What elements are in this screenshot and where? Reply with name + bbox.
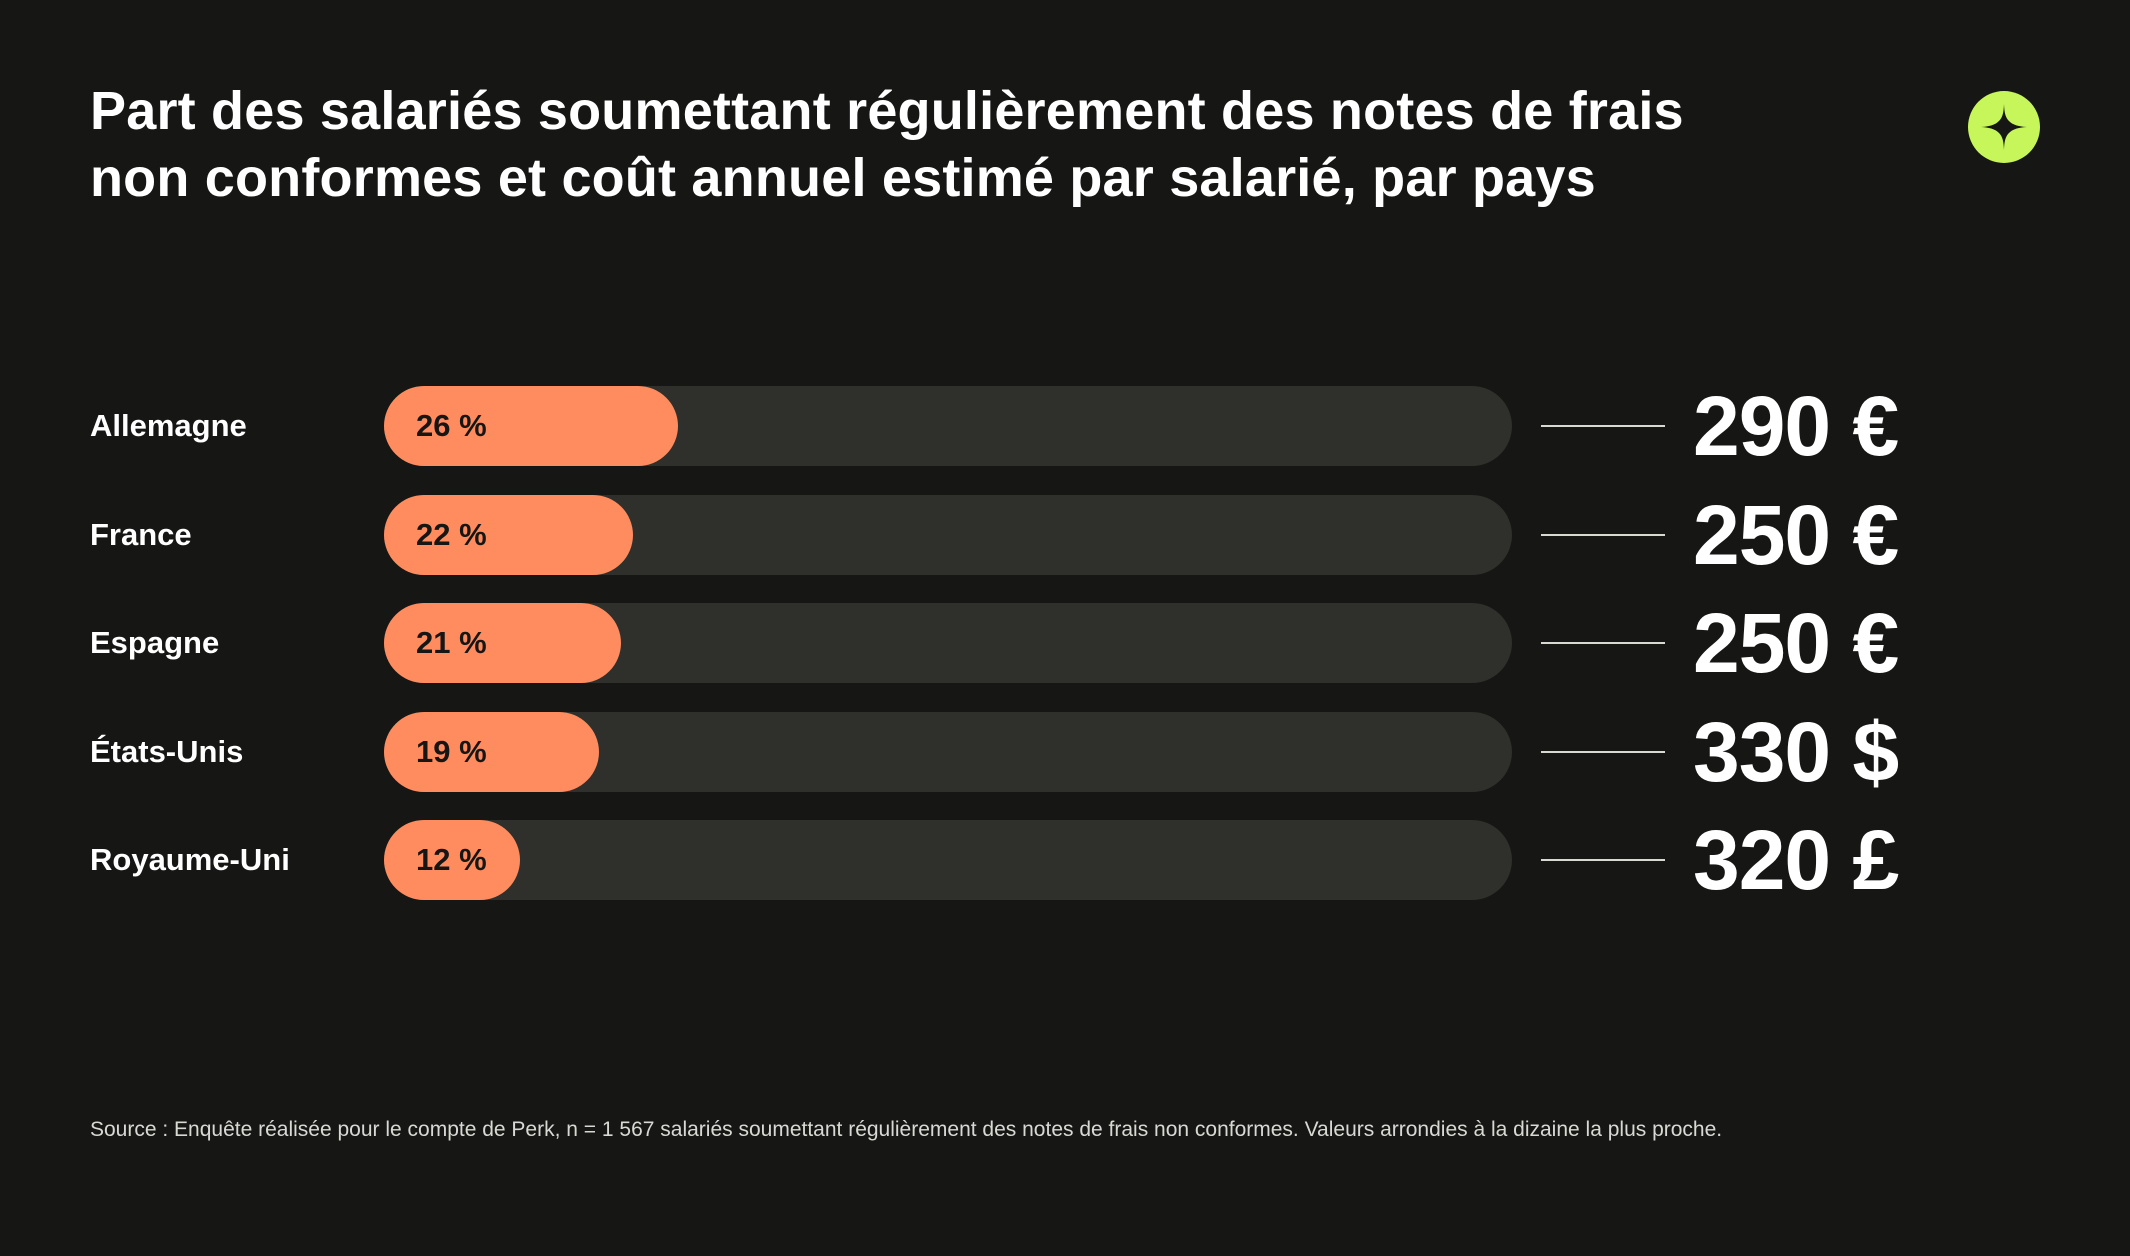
bar-track: 19 % <box>384 712 1512 792</box>
bar-value-label: 21 % <box>416 625 487 660</box>
bar-row: Espagne 21 % 250 € <box>0 596 2130 690</box>
bar-track: 22 % <box>384 495 1512 575</box>
connector-line <box>1541 642 1665 644</box>
connector-line <box>1541 751 1665 753</box>
annual-cost-label: 290 € <box>1693 379 1899 473</box>
bar-fill: 26 % <box>384 386 678 466</box>
plus-sparkle-icon <box>1968 91 2040 163</box>
bar-track: 21 % <box>384 603 1512 683</box>
connector-line <box>1541 534 1665 536</box>
bar-row: Allemagne 26 % 290 € <box>0 379 2130 473</box>
annual-cost-label: 330 $ <box>1693 705 1899 799</box>
country-label: France <box>90 517 192 552</box>
country-label: Allemagne <box>90 408 247 443</box>
bar-value-label: 12 % <box>416 842 487 877</box>
connector-line <box>1541 859 1665 861</box>
connector-line <box>1541 425 1665 427</box>
country-label: Espagne <box>90 625 220 660</box>
bar-fill: 12 % <box>384 820 520 900</box>
country-label: États-Unis <box>90 734 244 769</box>
annual-cost-label: 250 € <box>1693 596 1899 690</box>
bar-fill: 19 % <box>384 712 599 792</box>
bar-row: États-Unis 19 % 330 $ <box>0 705 2130 799</box>
bar-track: 12 % <box>384 820 1512 900</box>
country-label: Royaume-Uni <box>90 842 290 877</box>
source-note: Source : Enquête réalisée pour le compte… <box>90 1118 1723 1141</box>
bar-value-label: 19 % <box>416 734 487 769</box>
chart-title: Part des salariés soumettant régulièreme… <box>90 81 1684 208</box>
bar-value-label: 26 % <box>416 408 487 443</box>
annual-cost-label: 250 € <box>1693 488 1899 582</box>
bar-fill: 21 % <box>384 603 621 683</box>
bar-value-label: 22 % <box>416 517 487 552</box>
bar-fill: 22 % <box>384 495 633 575</box>
bar-track: 26 % <box>384 386 1512 466</box>
annual-cost-label: 320 £ <box>1693 813 1899 907</box>
bar-row: Royaume-Uni 12 % 320 £ <box>0 813 2130 907</box>
bar-row: France 22 % 250 € <box>0 488 2130 582</box>
